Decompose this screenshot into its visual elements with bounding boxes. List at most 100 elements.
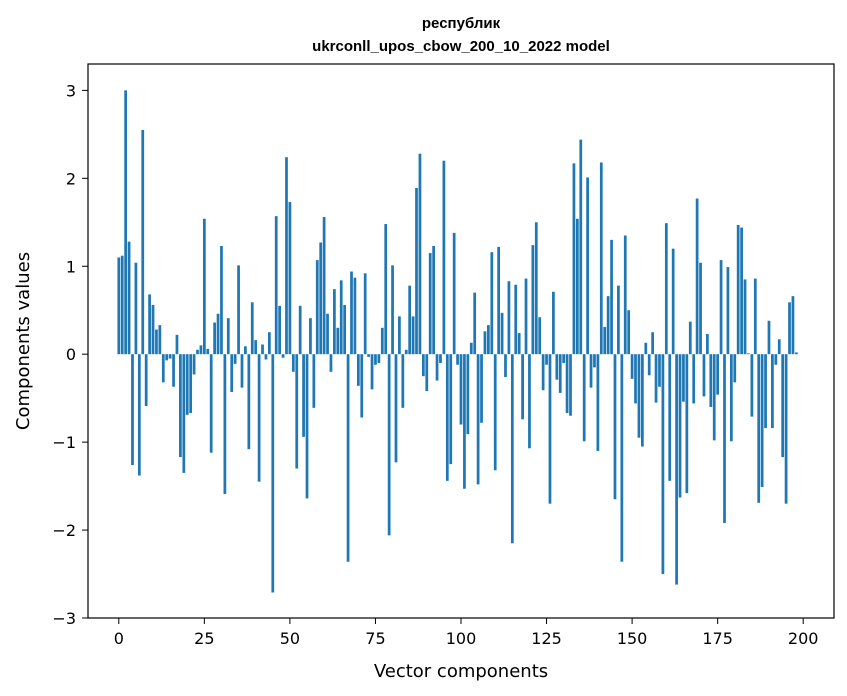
bar [590, 354, 593, 387]
bar [747, 353, 750, 354]
bar [631, 354, 634, 379]
bar [771, 354, 774, 428]
bar [145, 354, 148, 406]
bar [354, 278, 357, 355]
bar [740, 228, 743, 355]
bar [323, 217, 326, 354]
bar [186, 354, 189, 415]
bar [733, 354, 736, 382]
y-tick-label: 3 [66, 81, 76, 100]
bar [542, 354, 545, 390]
bar [371, 354, 374, 389]
bar [381, 328, 384, 354]
bar [275, 216, 278, 354]
bar [162, 354, 165, 382]
bar [340, 280, 343, 354]
bar [169, 354, 172, 358]
bar [152, 305, 155, 354]
bar [624, 235, 627, 354]
bar [614, 354, 617, 499]
bar [555, 354, 558, 380]
bar [774, 354, 777, 365]
bar [668, 354, 671, 481]
bar [378, 354, 381, 363]
bar [525, 279, 528, 355]
x-tick-label: 0 [114, 629, 124, 648]
bar [182, 354, 185, 473]
bar [158, 325, 161, 354]
bar [531, 245, 534, 354]
bar [138, 354, 141, 475]
bar [487, 325, 490, 354]
bar [768, 321, 771, 354]
bar [562, 354, 565, 363]
bar [709, 354, 712, 407]
bar [648, 354, 651, 375]
bar [357, 354, 360, 386]
bar [607, 296, 610, 354]
bar [278, 306, 281, 354]
bar [477, 354, 480, 484]
bar [289, 202, 292, 354]
bar [343, 305, 346, 354]
bar [230, 354, 233, 392]
bar [549, 354, 552, 503]
bar [374, 354, 377, 365]
x-tick-label: 200 [788, 629, 819, 648]
bar [401, 354, 404, 408]
bar [176, 335, 179, 354]
bar [641, 354, 644, 446]
bar [306, 354, 309, 498]
bar [593, 354, 596, 367]
bar [504, 354, 507, 377]
bar [576, 219, 579, 354]
bar [244, 346, 247, 354]
bar [271, 354, 274, 592]
bar [703, 354, 706, 396]
bar [566, 354, 569, 413]
bar [638, 354, 641, 438]
bar [330, 354, 333, 372]
bar [473, 293, 476, 355]
bar [723, 354, 726, 523]
bar [117, 257, 120, 354]
bar [573, 163, 576, 354]
bar [302, 354, 305, 437]
bar [429, 253, 432, 354]
bar [466, 354, 469, 434]
bar [224, 354, 227, 494]
bar [422, 354, 425, 376]
bar [757, 354, 760, 503]
bar [261, 345, 264, 355]
bar [282, 354, 285, 358]
bar [761, 354, 764, 487]
bar [751, 354, 754, 416]
bar [384, 224, 387, 354]
bar [603, 327, 606, 354]
bar [425, 354, 428, 391]
bar [490, 252, 493, 354]
bar [627, 310, 630, 354]
bar [449, 354, 452, 464]
bar [651, 332, 654, 354]
y-tick-label: 2 [66, 169, 76, 188]
x-tick-label: 50 [280, 629, 300, 648]
bar [268, 332, 271, 354]
bar [285, 157, 288, 354]
bar [634, 354, 637, 403]
bar [121, 256, 124, 354]
bar [699, 263, 702, 354]
bar [309, 318, 312, 354]
bar [364, 273, 367, 354]
bar [189, 354, 192, 413]
bar [432, 246, 435, 354]
bar [617, 286, 620, 355]
chart-title: республик [422, 15, 501, 32]
bar [391, 265, 394, 354]
bar [744, 279, 747, 354]
bar [696, 199, 699, 355]
bar [713, 354, 716, 440]
bar [436, 354, 439, 380]
bar [644, 343, 647, 354]
bar [586, 177, 589, 354]
